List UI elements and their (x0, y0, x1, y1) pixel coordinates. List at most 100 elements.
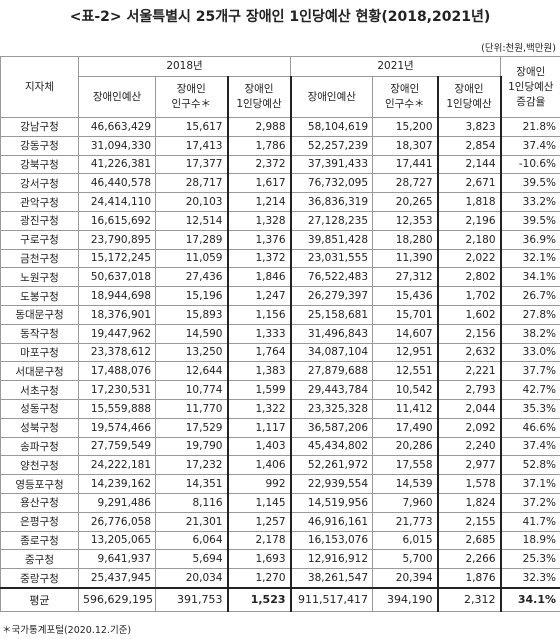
table-cell: 2,632 (436, 342, 502, 363)
table-cell: 15,559,888 (78, 398, 156, 419)
table-cell: 1,578 (436, 474, 502, 494)
table-cell: 26,776,058 (78, 511, 156, 532)
table-cell: 1,693 (226, 549, 292, 570)
table-cell: 2,092 (436, 417, 502, 438)
table-cell: 1,602 (436, 304, 502, 325)
table-cell: 11,770 (155, 398, 228, 419)
header-cell: 2018년 (77, 56, 292, 77)
table-cell: 38.2% (500, 323, 560, 344)
table-cell: 15,617 (155, 117, 228, 137)
header-cell: 지자체 (0, 56, 79, 118)
table-cell: 2,196 (436, 210, 502, 231)
table-cell: 2,044 (436, 398, 502, 419)
table-cell: 2,312 (436, 586, 502, 612)
table-cell: 36,587,206 (290, 417, 374, 438)
table-cell: 강동구청 (0, 135, 79, 156)
footnote: ＊국가통계포털(2020.12.기준) (2, 625, 132, 636)
table-cell: 17,413 (155, 135, 228, 156)
table-cell: 14,519,956 (290, 492, 374, 513)
table-cell: 15,172,245 (78, 248, 156, 269)
table-cell: 중랑구청 (0, 568, 79, 589)
table-cell: 15,436 (372, 286, 439, 306)
table-row: 양천구청 24,222,181 17,232 1,406 52,261,972 17,55… (0, 455, 560, 476)
table-cell: 37.4% (500, 436, 560, 457)
table-cell: 12,551 (372, 361, 439, 382)
table-row: 구로구청 23,790,895 17,289 1,376 39,851,428 18,28… (0, 229, 560, 250)
table-cell: 39.5% (500, 210, 560, 231)
table-cell: 8,116 (155, 492, 228, 513)
header-cell: 장애인 인구수＊ (155, 76, 228, 118)
table-cell: 은평구청 (0, 511, 79, 532)
table-cell: 52.8% (500, 455, 560, 476)
table-row: 송파구청 27,759,549 19,790 1,403 45,434,802 20,28… (0, 436, 560, 457)
table-cell: 19,574,466 (78, 417, 156, 438)
table-row: 용산구청 9,291,486 8,116 1,145 14,519,956 7,960 1,… (0, 492, 560, 513)
table-cell: 9,291,486 (78, 492, 156, 513)
table-cell: 27,759,549 (78, 436, 156, 457)
table-row: 중랑구청 25,437,945 20,034 1,270 38,261,547 20,39… (0, 568, 560, 589)
table-cell: 15,196 (155, 286, 228, 306)
table-cell: 1,383 (226, 361, 292, 382)
table-cell: 15,200 (372, 117, 439, 137)
table-cell: 37,391,433 (290, 154, 374, 175)
table-cell: 3,823 (436, 117, 502, 137)
table-cell: 1,786 (226, 135, 292, 156)
table-cell: 동대문구청 (0, 304, 79, 325)
table-cell: 2,671 (436, 173, 502, 194)
table-cell: 2,144 (436, 154, 502, 175)
table-cell: 11,390 (372, 248, 439, 269)
table-cell: 911,517,417 (290, 586, 374, 612)
header-cell: 장애인 1인당예산 (226, 76, 292, 118)
table-cell: 16,615,692 (78, 210, 156, 231)
table-cell: 14,607 (372, 323, 439, 344)
table-cell: 성북구청 (0, 417, 79, 438)
table-cell: 14,539 (372, 474, 439, 494)
table-cell: 52,257,239 (290, 135, 374, 156)
table-cell: 18,376,901 (78, 304, 156, 325)
table-cell: 25.3% (500, 549, 560, 570)
table-cell: 2,022 (436, 248, 502, 269)
table-cell: 20,103 (155, 192, 228, 212)
table-row: 중구청 9,641,937 5,694 1,693 12,916,912 5,700 2,2… (0, 549, 560, 570)
table-cell: 23,325,328 (290, 398, 374, 419)
table-cell: 6,015 (372, 530, 439, 551)
table-cell: 노원구청 (0, 267, 79, 288)
table-cell: 5,694 (155, 549, 228, 570)
table-cell: 58,104,619 (290, 117, 374, 137)
table-cell: 2,266 (436, 549, 502, 570)
table-cell: 서초구청 (0, 380, 79, 400)
table-cell: 992 (226, 474, 292, 494)
table-cell: 394,190 (372, 586, 439, 612)
table-cell: 24,414,110 (78, 192, 156, 212)
table-cell: 52,261,972 (290, 455, 374, 476)
table-cell: 10,774 (155, 380, 228, 400)
table-cell: 27,879,688 (290, 361, 374, 382)
table-cell: 50,637,018 (78, 267, 156, 288)
table-cell: 관악구청 (0, 192, 79, 212)
table-cell: 1,824 (436, 492, 502, 513)
table-cell: 22,939,554 (290, 474, 374, 494)
table-cell: 영등포구청 (0, 474, 79, 494)
table-row: 은평구청 26,776,058 21,301 1,257 46,916,161 21,77… (0, 511, 560, 532)
table-cell: 송파구청 (0, 436, 79, 457)
table-cell: 2,372 (226, 154, 292, 175)
table-cell: 23,031,555 (290, 248, 374, 269)
table-cell: 35.3% (500, 398, 560, 419)
table-cell: 46,916,161 (290, 511, 374, 532)
table-cell: 16,153,076 (290, 530, 374, 551)
table-row: 도봉구청 18,944,698 15,196 1,247 26,279,397 15,43… (0, 286, 560, 306)
table-cell: 36.9% (500, 229, 560, 250)
table-cell: 20,394 (372, 568, 439, 589)
table-cell: 46,440,578 (78, 173, 156, 194)
table-cell: 21,773 (372, 511, 439, 532)
table-cell: 32.1% (500, 248, 560, 269)
table-cell: 10,542 (372, 380, 439, 400)
table-cell: 14,590 (155, 323, 228, 344)
table-cell: 2,155 (436, 511, 502, 532)
table-cell: 1,846 (226, 267, 292, 288)
table-cell: 1,214 (226, 192, 292, 212)
table-cell: -10.6% (500, 154, 560, 175)
table-cell: 76,522,483 (290, 267, 374, 288)
table-cell: 1,403 (226, 436, 292, 457)
table-cell: 20,265 (372, 192, 439, 212)
